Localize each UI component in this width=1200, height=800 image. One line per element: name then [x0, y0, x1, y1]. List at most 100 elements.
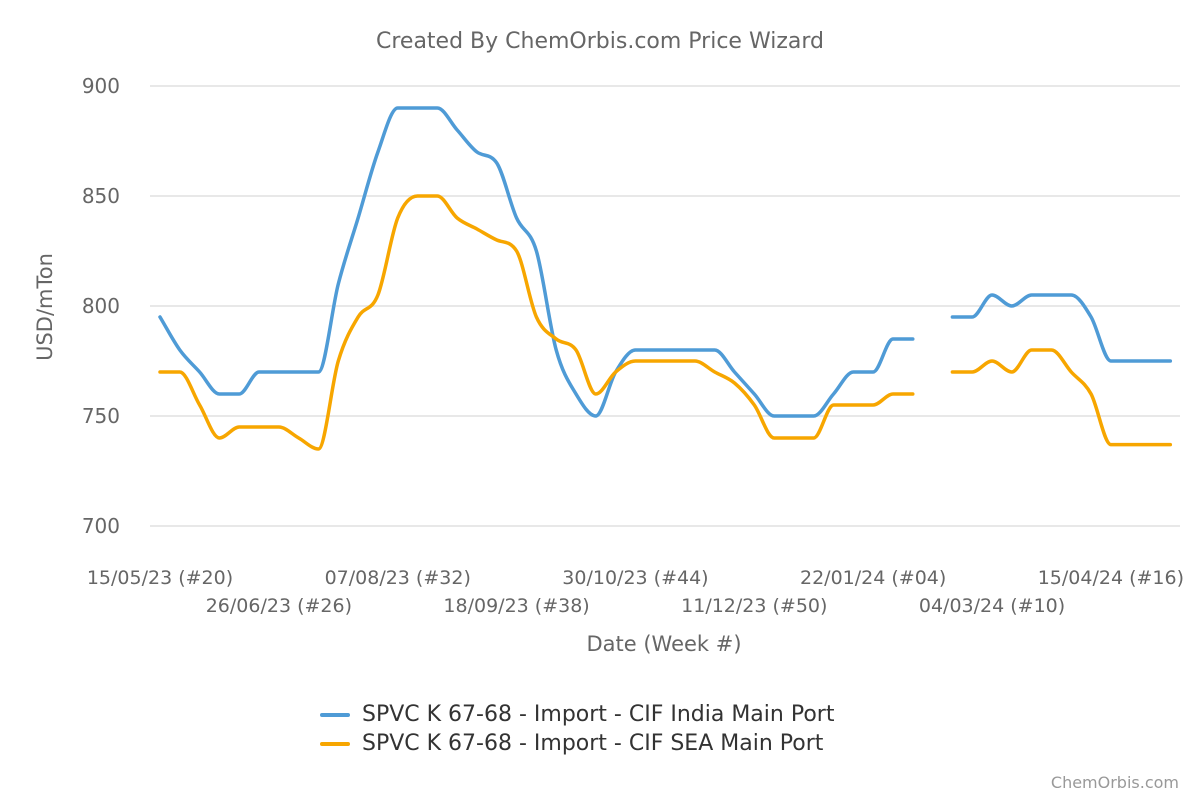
data-point[interactable]	[869, 401, 877, 409]
data-point[interactable]	[215, 390, 223, 398]
data-point[interactable]	[572, 390, 580, 398]
data-point[interactable]	[1047, 346, 1055, 354]
data-point[interactable]	[830, 401, 838, 409]
data-point[interactable]	[948, 313, 956, 321]
data-point[interactable]	[1067, 368, 1075, 376]
data-point[interactable]	[909, 335, 917, 343]
data-point[interactable]	[1147, 357, 1155, 365]
data-point[interactable]	[1107, 357, 1115, 365]
data-point[interactable]	[255, 368, 263, 376]
data-point[interactable]	[275, 368, 283, 376]
data-point[interactable]	[1087, 313, 1095, 321]
data-point[interactable]	[473, 148, 481, 156]
data-point[interactable]	[394, 104, 402, 112]
data-point[interactable]	[414, 192, 422, 200]
data-point[interactable]	[334, 357, 342, 365]
data-point[interactable]	[1127, 357, 1135, 365]
data-point[interactable]	[314, 368, 322, 376]
data-point[interactable]	[948, 368, 956, 376]
data-point[interactable]	[889, 335, 897, 343]
data-point[interactable]	[849, 368, 857, 376]
data-point[interactable]	[473, 225, 481, 233]
data-point[interactable]	[552, 346, 560, 354]
data-point[interactable]	[592, 390, 600, 398]
data-point[interactable]	[314, 445, 322, 453]
data-point[interactable]	[651, 346, 659, 354]
data-point[interactable]	[651, 357, 659, 365]
data-point[interactable]	[691, 357, 699, 365]
data-point[interactable]	[176, 346, 184, 354]
data-point[interactable]	[830, 390, 838, 398]
data-point[interactable]	[513, 214, 521, 222]
data-point[interactable]	[295, 368, 303, 376]
data-point[interactable]	[374, 291, 382, 299]
data-point[interactable]	[1087, 390, 1095, 398]
data-point[interactable]	[770, 434, 778, 442]
data-point[interactable]	[215, 434, 223, 442]
data-point[interactable]	[1166, 357, 1174, 365]
legend-item-india[interactable]: SPVC K 67-68 - Import - CIF India Main P…	[320, 700, 834, 729]
data-point[interactable]	[750, 390, 758, 398]
data-point[interactable]	[374, 148, 382, 156]
data-point[interactable]	[889, 390, 897, 398]
data-point[interactable]	[156, 313, 164, 321]
data-point[interactable]	[572, 346, 580, 354]
data-point[interactable]	[810, 412, 818, 420]
data-point[interactable]	[493, 236, 501, 244]
data-point[interactable]	[711, 346, 719, 354]
data-point[interactable]	[631, 346, 639, 354]
data-point[interactable]	[968, 368, 976, 376]
data-point[interactable]	[235, 423, 243, 431]
data-point[interactable]	[255, 423, 263, 431]
data-point[interactable]	[414, 104, 422, 112]
data-point[interactable]	[552, 335, 560, 343]
data-point[interactable]	[453, 214, 461, 222]
data-point[interactable]	[612, 368, 620, 376]
data-point[interactable]	[790, 412, 798, 420]
data-point[interactable]	[433, 192, 441, 200]
data-point[interactable]	[790, 434, 798, 442]
data-point[interactable]	[532, 247, 540, 255]
data-point[interactable]	[711, 368, 719, 376]
data-point[interactable]	[909, 390, 917, 398]
credit-link[interactable]: ChemOrbis.com	[1050, 773, 1179, 792]
data-point[interactable]	[810, 434, 818, 442]
data-point[interactable]	[631, 357, 639, 365]
data-point[interactable]	[532, 313, 540, 321]
data-point[interactable]	[433, 104, 441, 112]
data-point[interactable]	[394, 214, 402, 222]
data-point[interactable]	[156, 368, 164, 376]
data-point[interactable]	[592, 412, 600, 420]
data-point[interactable]	[235, 390, 243, 398]
data-point[interactable]	[968, 313, 976, 321]
data-point[interactable]	[671, 346, 679, 354]
data-point[interactable]	[691, 346, 699, 354]
data-point[interactable]	[295, 434, 303, 442]
data-point[interactable]	[730, 368, 738, 376]
data-point[interactable]	[1028, 291, 1036, 299]
data-point[interactable]	[1028, 346, 1036, 354]
data-point[interactable]	[196, 401, 204, 409]
data-point[interactable]	[196, 368, 204, 376]
data-point[interactable]	[988, 291, 996, 299]
data-point[interactable]	[1147, 441, 1155, 449]
data-point[interactable]	[750, 401, 758, 409]
data-point[interactable]	[354, 313, 362, 321]
data-point[interactable]	[869, 368, 877, 376]
data-point[interactable]	[849, 401, 857, 409]
data-point[interactable]	[513, 247, 521, 255]
data-point[interactable]	[1107, 441, 1115, 449]
data-point[interactable]	[354, 214, 362, 222]
data-point[interactable]	[988, 357, 996, 365]
data-point[interactable]	[1127, 441, 1135, 449]
data-point[interactable]	[1008, 368, 1016, 376]
data-point[interactable]	[176, 368, 184, 376]
data-point[interactable]	[453, 126, 461, 134]
data-point[interactable]	[770, 412, 778, 420]
data-point[interactable]	[493, 159, 501, 167]
data-point[interactable]	[275, 423, 283, 431]
legend-item-sea[interactable]: SPVC K 67-68 - Import - CIF SEA Main Por…	[320, 729, 834, 758]
data-point[interactable]	[1067, 291, 1075, 299]
data-point[interactable]	[671, 357, 679, 365]
data-point[interactable]	[1166, 441, 1174, 449]
